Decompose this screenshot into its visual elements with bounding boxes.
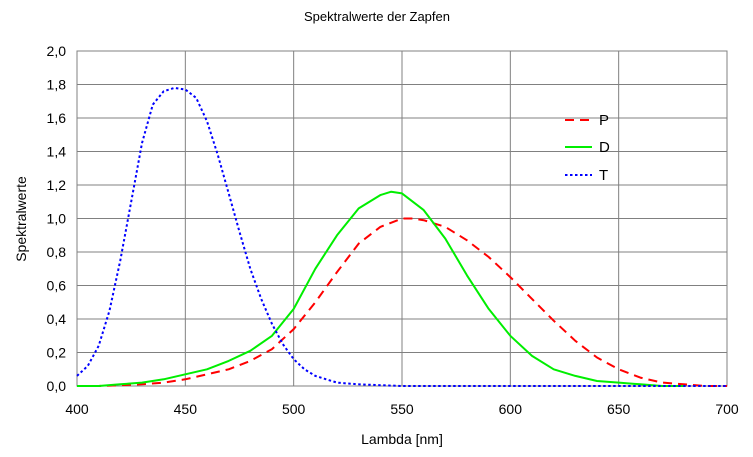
legend-label-t: T (599, 167, 608, 184)
legend-label-p: P (599, 112, 609, 129)
series-line-d (77, 190, 684, 387)
series-lines (76, 86, 727, 387)
series-line-t (76, 86, 727, 387)
y-tick-label: 1,2 (47, 177, 67, 193)
x-tick-labels: 400 450 500 550 600 650 700 (65, 401, 739, 417)
legend: PDT (565, 112, 610, 184)
x-tick-label: 500 (282, 401, 306, 417)
x-axis-label: Lambda [nm] (361, 431, 443, 447)
y-tick-label: 1,0 (47, 211, 67, 227)
grid-lines (76, 50, 728, 387)
y-tick-label: 0,8 (47, 244, 67, 260)
y-tick-label: 2,0 (47, 43, 67, 59)
y-tick-label: 0,4 (47, 311, 67, 327)
x-tick-label: 700 (715, 401, 739, 417)
y-tick-label: 1,8 (47, 77, 67, 93)
x-tick-label: 400 (65, 401, 89, 417)
x-tick-label: 600 (499, 401, 523, 417)
x-tick-label: 450 (174, 401, 198, 417)
y-tick-labels: 0,0 0,2 0,4 0,6 0,8 1,0 1,2 1,4 1,6 1,8 2,0 (47, 43, 67, 394)
chart-title: Spektralwerte der Zapfen (304, 9, 450, 24)
series-line-p (77, 217, 727, 387)
y-tick-label: 1,6 (47, 110, 67, 126)
y-tick-label: 1,4 (47, 144, 67, 160)
legend-label-d: D (599, 139, 610, 156)
y-axis-label: Spektralwerte (13, 176, 29, 262)
x-tick-label: 650 (607, 401, 631, 417)
y-tick-label: 0,2 (47, 345, 67, 361)
x-tick-label: 550 (390, 401, 414, 417)
y-tick-label: 0,0 (47, 378, 67, 394)
y-tick-label: 0,6 (47, 278, 67, 294)
